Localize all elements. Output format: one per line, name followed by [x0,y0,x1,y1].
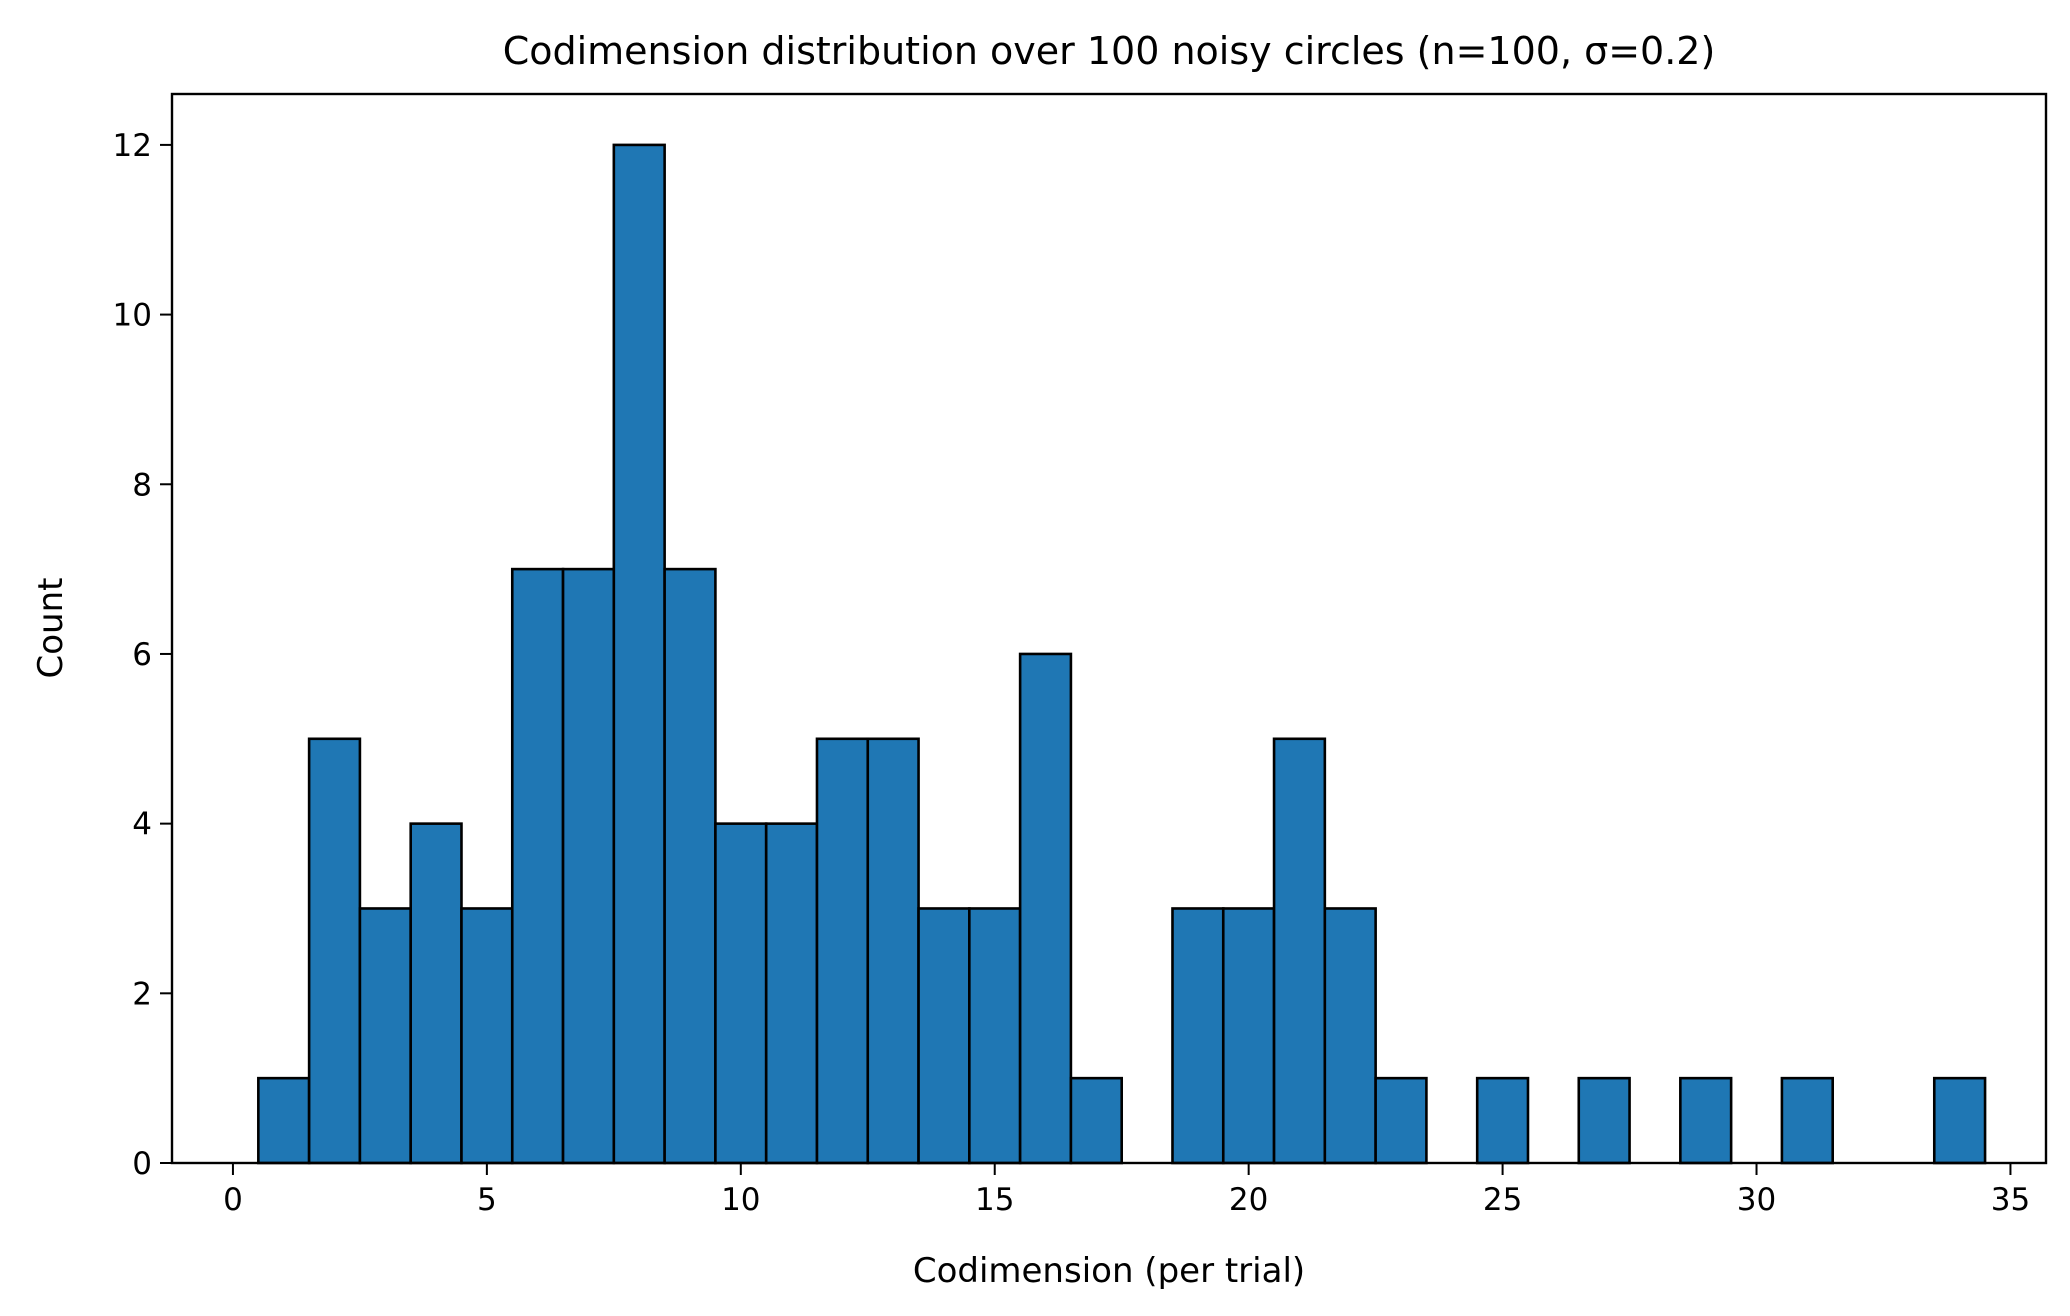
histogram-bar [1323,907,1377,1165]
x-tick-label: 0 [223,1182,243,1218]
plot-frame [170,92,2048,1165]
histogram-bar [409,822,463,1165]
x-tick-label: 10 [721,1182,760,1218]
histogram-bar [1272,737,1327,1165]
histogram-bar [968,907,1022,1165]
histogram-bar [1577,1076,1631,1165]
histogram-bar [764,822,819,1165]
chart-title: Codimension distribution over 100 noisy … [503,29,1716,73]
y-axis-label: Count [31,578,71,679]
y-tick-label: 0 [132,1146,152,1182]
histogram-bar [1069,1076,1123,1165]
y-tick-label: 4 [132,807,152,843]
histogram-bar [612,143,666,1165]
y-tick-label: 2 [132,976,152,1012]
histogram-bar [510,567,565,1165]
histogram-bar [257,1076,311,1165]
histogram-bar [1171,907,1225,1165]
histogram-bar [1018,652,1073,1165]
x-tick-label: 5 [477,1182,497,1218]
histogram-bar [714,822,768,1165]
y-tick-label: 12 [113,128,152,164]
histogram-bar [663,567,717,1165]
histogram-bar [1780,1076,1834,1165]
x-axis-label: Codimension (per trial) [913,1251,1305,1291]
x-tick-label: 30 [1737,1182,1776,1218]
histogram-bar [307,737,362,1165]
x-tick-label: 35 [1991,1182,2030,1218]
histogram-bar [358,907,412,1165]
histogram-bar [561,567,616,1165]
x-tick-label: 25 [1483,1182,1522,1218]
histogram-bar [866,737,920,1165]
histogram-bar [1932,1076,1987,1165]
histogram-bar [917,907,971,1165]
histogram-bar [1475,1076,1530,1165]
histogram-bar [460,907,514,1165]
histogram-bar [1221,907,1276,1165]
y-axis-ticks: 0 2 4 6 8 10 12 [113,128,172,1182]
histogram-bar [1374,1076,1428,1165]
bars-group [257,143,1987,1165]
histogram-bar [1679,1076,1733,1165]
y-tick-label: 8 [132,467,152,503]
histogram-bar [815,737,870,1165]
x-axis-ticks: 0 5 10 15 20 25 30 35 [223,1163,2030,1218]
x-tick-label: 20 [1229,1182,1268,1218]
y-tick-label: 10 [113,298,152,334]
y-tick-label: 6 [132,637,152,673]
x-tick-label: 15 [975,1182,1014,1218]
